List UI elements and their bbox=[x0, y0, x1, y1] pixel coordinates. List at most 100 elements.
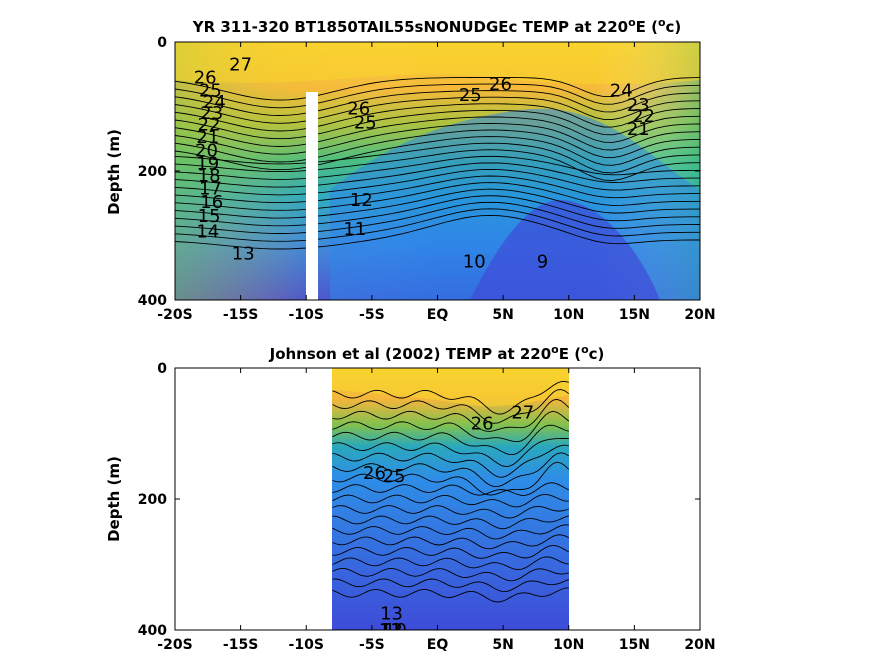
isotherm-line bbox=[175, 83, 700, 109]
x-tick-label: EQ bbox=[427, 307, 449, 323]
panel-2-contours bbox=[332, 380, 569, 603]
isotherm-line bbox=[332, 461, 569, 496]
isotherm-line bbox=[175, 162, 700, 188]
contour-label: 14 bbox=[196, 222, 219, 243]
y-tick-label: 200 bbox=[138, 492, 167, 508]
x-tick-label: EQ bbox=[427, 637, 449, 653]
isotherm-line bbox=[175, 123, 700, 155]
x-tick-label: 20N bbox=[684, 307, 715, 323]
isotherm-line bbox=[332, 482, 569, 496]
x-tick-label: 5N bbox=[492, 637, 513, 653]
isotherm-line bbox=[332, 544, 569, 559]
contour-label: 16 bbox=[200, 192, 223, 213]
isotherm-line bbox=[175, 149, 700, 182]
contour-label: 13 bbox=[380, 604, 403, 625]
contour-label: 27 bbox=[229, 55, 252, 76]
x-tick-label: -20S bbox=[157, 637, 192, 653]
x-tick-label: 5N bbox=[492, 307, 513, 323]
isotherm-line bbox=[175, 201, 700, 234]
chart-panel-2: Johnson et al (2002) TEMP at 220oE (oc) … bbox=[105, 343, 716, 653]
panel-1-ylabel: Depth (m) bbox=[105, 129, 123, 215]
panel-2-title: Johnson et al (2002) TEMP at 220oE (oc) bbox=[269, 343, 605, 363]
contour-label: 12 bbox=[350, 190, 373, 211]
isotherm-line bbox=[175, 182, 700, 211]
isotherm-line bbox=[175, 77, 700, 101]
isotherm-line bbox=[175, 188, 700, 219]
panel-1-contours bbox=[175, 77, 700, 250]
panel-1-contour-labels: 2726252423222120191817161514132625121125… bbox=[194, 55, 655, 273]
isotherm-line bbox=[332, 578, 569, 593]
isotherm-line bbox=[332, 424, 569, 456]
isotherm-line bbox=[332, 444, 569, 478]
isotherm-line bbox=[332, 567, 569, 582]
contour-label: 25 bbox=[459, 85, 482, 106]
x-tick-label: -5S bbox=[359, 307, 385, 323]
isotherm-line bbox=[332, 515, 569, 530]
x-tick-label: 15N bbox=[619, 637, 650, 653]
isotherm-line bbox=[175, 90, 700, 116]
isotherm-line bbox=[332, 437, 569, 468]
x-tick-label: -10S bbox=[289, 637, 324, 653]
contour-label: 25 bbox=[354, 113, 377, 134]
contour-label: 9 bbox=[537, 251, 548, 272]
isotherm-line bbox=[332, 493, 569, 508]
isotherm-line bbox=[332, 587, 569, 603]
contour-label: 17 bbox=[199, 178, 222, 199]
contour-label: 20 bbox=[195, 140, 218, 161]
x-tick-label: -20S bbox=[157, 307, 192, 323]
contour-label: 19 bbox=[196, 153, 219, 174]
contour-label: 26 bbox=[363, 463, 386, 484]
isotherm-line bbox=[175, 136, 700, 171]
contour-label: 26 bbox=[194, 67, 217, 88]
isotherm-line bbox=[332, 452, 569, 488]
contour-label: 21 bbox=[196, 127, 219, 148]
contour-label: 18 bbox=[198, 166, 221, 187]
isotherm-line bbox=[175, 96, 700, 124]
isotherm-line bbox=[332, 389, 569, 424]
isotherm-line bbox=[175, 103, 700, 132]
contour-label: 23 bbox=[627, 95, 650, 116]
panel-1-field: 2726252423222120191817161514132625121125… bbox=[175, 42, 700, 300]
isotherm-line bbox=[175, 109, 700, 140]
contour-label: 24 bbox=[203, 92, 226, 113]
contour-label: 21 bbox=[627, 119, 650, 140]
isotherm-line bbox=[175, 116, 700, 147]
x-tick-label: 15N bbox=[619, 307, 650, 323]
contour-label: 10 bbox=[384, 620, 407, 641]
contour-label: 27 bbox=[511, 403, 534, 424]
x-tick-label: -5S bbox=[359, 637, 385, 653]
contour-label: 11 bbox=[343, 219, 366, 240]
contour-label: 25 bbox=[199, 80, 222, 101]
contour-label: 22 bbox=[632, 106, 655, 127]
y-tick-label: 0 bbox=[157, 361, 167, 377]
x-tick-label: -15S bbox=[223, 637, 258, 653]
contour-label: 15 bbox=[198, 206, 221, 227]
isotherm-line bbox=[175, 155, 700, 180]
contour-label: 22 bbox=[198, 115, 221, 136]
x-tick-label: -15S bbox=[223, 307, 258, 323]
isotherm-line bbox=[332, 410, 569, 443]
panel-1-axes: -20S -15S -10S -5S EQ 5N 10N 15N 20N 0 200 400 bbox=[138, 35, 716, 323]
isotherm-line bbox=[332, 380, 569, 415]
y-tick-label: 0 bbox=[157, 35, 167, 51]
isotherm-line bbox=[332, 534, 569, 550]
contour-label: 25 bbox=[383, 466, 406, 487]
y-tick-label: 200 bbox=[138, 164, 167, 180]
contour-label: 12 bbox=[380, 620, 403, 641]
panel-1-title: YR 311-320 BT1850TAIL55sNONUDGEc TEMP at… bbox=[192, 16, 682, 36]
contour-label: 26 bbox=[489, 74, 512, 95]
isotherm-line bbox=[332, 524, 569, 540]
isotherm-line bbox=[175, 129, 700, 163]
y-tick-label: 400 bbox=[138, 293, 167, 309]
isotherm-line bbox=[175, 168, 700, 196]
x-tick-label: 20N bbox=[684, 637, 715, 653]
isotherm-line bbox=[332, 505, 569, 519]
x-tick-label: 10N bbox=[553, 637, 584, 653]
panel-2-axes: -20S -15S -10S -5S EQ 5N 10N 15N 20N 0 200 400 bbox=[138, 361, 716, 653]
isotherm-line bbox=[175, 208, 700, 242]
isotherm-line bbox=[175, 214, 700, 250]
x-tick-label: -10S bbox=[289, 307, 324, 323]
isotherm-line bbox=[332, 556, 569, 571]
